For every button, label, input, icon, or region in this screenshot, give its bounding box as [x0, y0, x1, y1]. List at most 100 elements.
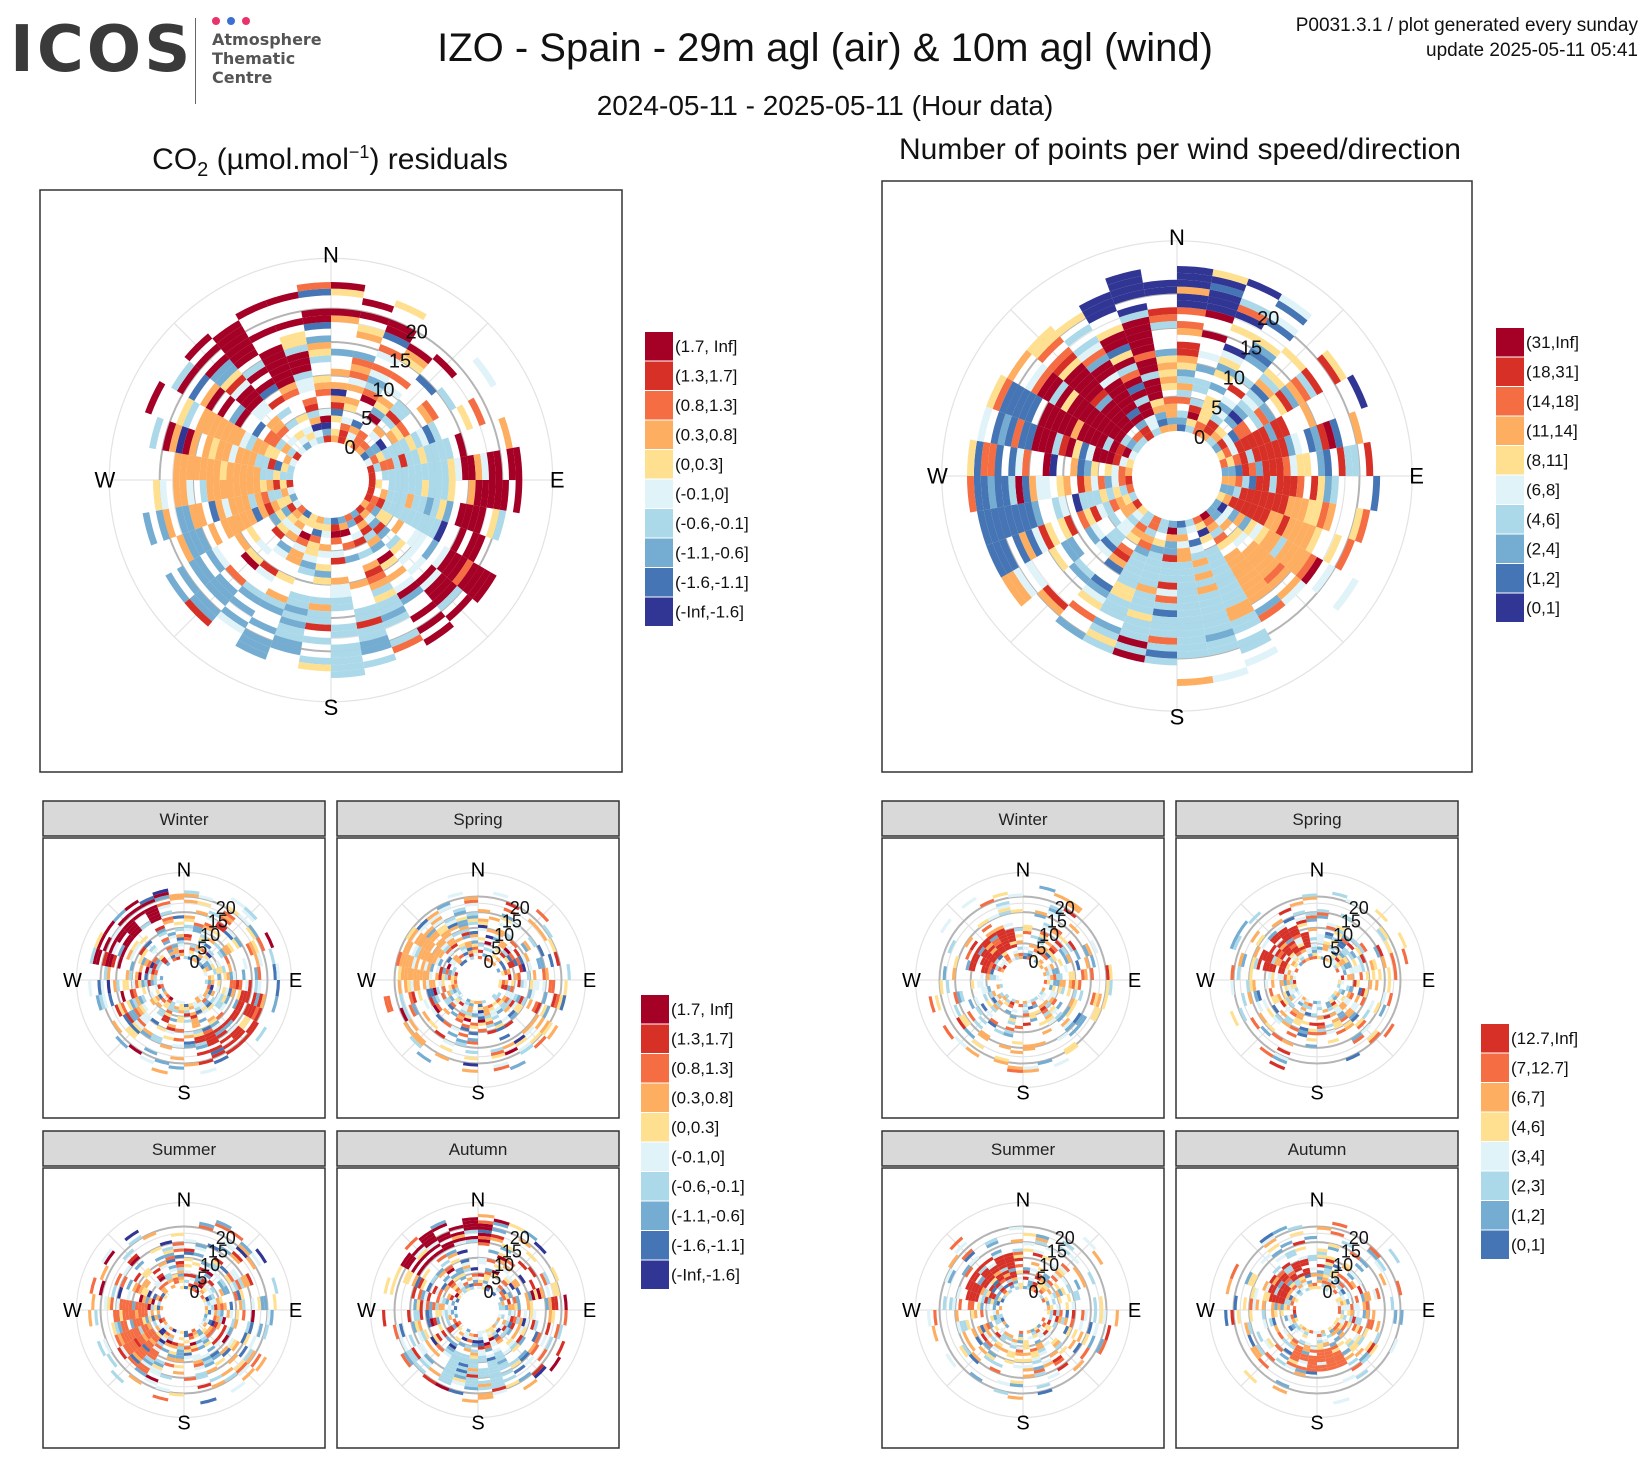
wind-cell — [485, 1020, 494, 1026]
wind-cell — [1046, 949, 1054, 957]
wind-cell — [168, 1264, 177, 1270]
wind-cell — [483, 1008, 490, 1013]
speed-tick-label: 5 — [197, 1269, 207, 1289]
wind-cell — [236, 1289, 242, 1301]
wind-cell — [1294, 936, 1303, 943]
wind-cell — [1268, 458, 1277, 476]
wind-cell — [262, 350, 287, 367]
wind-cell — [1307, 1254, 1317, 1259]
wind-cell — [523, 1355, 535, 1367]
wind-cell — [221, 498, 233, 519]
wind-cell — [234, 532, 251, 552]
wind-cell — [130, 1009, 140, 1020]
wind-cell — [459, 925, 469, 931]
wind-cell — [132, 1021, 143, 1032]
wind-cell — [299, 559, 317, 570]
wind-cell — [1177, 266, 1214, 276]
wind-cell — [393, 399, 412, 418]
wind-cell — [331, 408, 344, 417]
wind-cell — [430, 1347, 441, 1358]
wind-cell — [178, 949, 184, 954]
wind-cell — [161, 1317, 166, 1323]
wind-cell — [302, 509, 312, 519]
wind-cell — [434, 957, 441, 966]
wind-cell — [1366, 1319, 1372, 1329]
wind-cell — [1160, 560, 1177, 570]
wind-cell — [1326, 1029, 1336, 1035]
wind-cell — [177, 1273, 184, 1278]
speed-tick-label: 20 — [1349, 1228, 1369, 1248]
wind-cell — [1015, 934, 1023, 938]
compass-west: W — [357, 970, 376, 992]
wind-cell — [1089, 954, 1096, 968]
wind-cell — [176, 1352, 184, 1356]
wind-cell — [146, 1339, 155, 1348]
wind-cell — [1114, 429, 1127, 444]
polar-spoke — [107, 903, 170, 966]
compass-south: S — [471, 1413, 484, 1435]
legend-swatch — [641, 1231, 669, 1260]
panel-frame — [336, 837, 620, 1119]
wind-cell — [146, 1329, 154, 1338]
wind-cell — [503, 1277, 511, 1285]
wind-cell — [541, 1021, 554, 1036]
wind-cell — [220, 369, 243, 392]
wind-cell — [406, 343, 433, 365]
wind-cell — [1316, 501, 1330, 530]
speed-tick-label: 5 — [491, 1269, 501, 1289]
wind-cell — [417, 1277, 425, 1289]
wind-cell — [288, 547, 305, 560]
wind-cell — [1285, 1293, 1291, 1300]
speed-tick-label: 15 — [208, 912, 228, 932]
wind-cell — [226, 1337, 235, 1348]
wind-cell — [117, 930, 128, 943]
wind-cell — [1177, 601, 1201, 611]
wind-cell — [138, 964, 144, 973]
wind-cell — [152, 1345, 161, 1353]
wind-cell — [168, 1065, 184, 1070]
wind-cell — [458, 1000, 465, 1007]
wind-cell — [223, 1325, 231, 1335]
wind-cell — [494, 1352, 505, 1360]
wind-cell — [457, 1294, 462, 1300]
wind-cell — [1258, 1012, 1268, 1024]
wind-cell — [150, 1310, 155, 1316]
wind-cell — [1037, 427, 1051, 453]
wind-cell — [369, 576, 390, 591]
wind-cell — [473, 1000, 478, 1005]
legend-label: (1,2] — [1526, 569, 1560, 588]
wind-cell — [456, 1014, 465, 1021]
wind-cell — [451, 1233, 466, 1241]
wind-cell — [1282, 998, 1289, 1006]
wind-cell — [478, 1239, 491, 1244]
wind-cell — [1089, 992, 1096, 1006]
wind-cell — [1303, 1330, 1309, 1336]
wind-cell — [1206, 634, 1238, 649]
wind-cell — [1048, 956, 1055, 964]
compass-west: W — [902, 1300, 921, 1322]
wind-cell — [207, 1345, 216, 1353]
wind-cell — [1012, 1280, 1019, 1285]
wind-cell — [94, 1310, 99, 1326]
wind-cell — [222, 1240, 236, 1251]
wind-cell — [466, 1370, 478, 1375]
wind-cell — [1294, 1347, 1303, 1354]
wind-cell — [1013, 1283, 1019, 1288]
wind-cell — [445, 968, 450, 975]
wind-cell — [1360, 1023, 1372, 1035]
wind-cell — [1121, 420, 1135, 434]
wind-cell — [515, 1324, 522, 1333]
wind-cell — [1008, 1226, 1023, 1231]
wind-cell — [1274, 539, 1294, 563]
wind-cell — [1120, 568, 1141, 583]
wind-cell — [490, 1049, 505, 1057]
wind-cell — [1034, 1040, 1047, 1047]
wind-cell — [1289, 980, 1294, 985]
wind-cell — [219, 915, 232, 926]
wind-cell — [1247, 1272, 1256, 1286]
wind-cell — [159, 1305, 164, 1310]
wind-cell — [1006, 1278, 1013, 1284]
wind-cell — [432, 1302, 436, 1310]
wind-cell — [1295, 939, 1304, 946]
wind-cell — [408, 1004, 417, 1018]
